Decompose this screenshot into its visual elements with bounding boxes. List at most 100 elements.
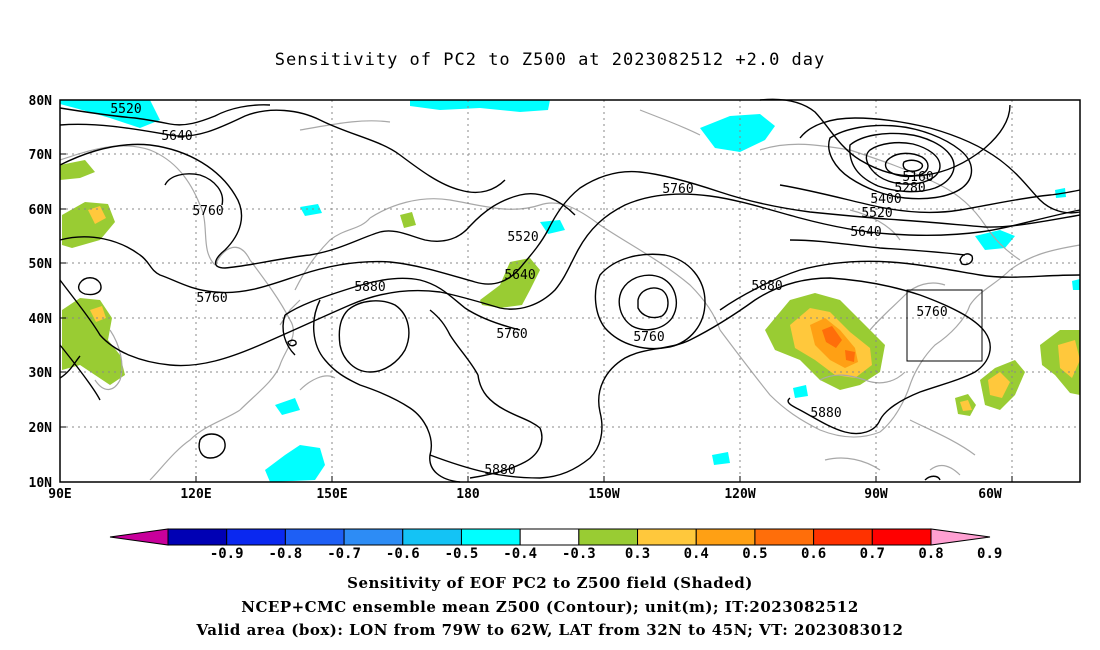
lon-label: 90E xyxy=(48,487,71,502)
lat-label: 60N xyxy=(29,203,53,218)
shade-negative xyxy=(300,204,322,216)
shade-positive xyxy=(88,206,106,224)
lat-label: 70N xyxy=(29,148,53,163)
lat-label: 30N xyxy=(29,366,53,381)
lat-label: 10N xyxy=(29,476,53,491)
colorbar-swatch xyxy=(226,528,286,546)
shade-negative xyxy=(265,445,325,482)
axis-ticks xyxy=(60,99,1013,483)
contour-label: 5880 xyxy=(810,406,841,421)
colorbar-swatch xyxy=(284,528,345,546)
contour-label-group: 5520 5640 5760 5760 5880 5760 5520 5640 … xyxy=(110,102,947,478)
contour-label: 5160 xyxy=(902,170,933,185)
footer-line-3: Valid area (box): LON from 79W to 62W, L… xyxy=(196,621,904,639)
shade-negative xyxy=(410,100,550,112)
shade-positive xyxy=(62,202,115,248)
colorbar-label: 0.7 xyxy=(860,546,885,562)
contour-label: 5640 xyxy=(161,129,192,144)
lon-label: 180 xyxy=(456,487,480,502)
colorbar-swatch xyxy=(871,528,932,546)
colorbar-swatch xyxy=(695,528,756,546)
colorbar-label: -0.5 xyxy=(445,546,479,562)
contour-label: 5760 xyxy=(196,291,227,306)
shade-positive xyxy=(822,326,842,348)
z500-contours xyxy=(59,98,1081,483)
contour-label: 5760 xyxy=(662,182,693,197)
shade-positive xyxy=(1058,340,1080,378)
contour-label: 5640 xyxy=(850,225,881,240)
lat-axis-labels: 80N 70N 60N 50N 40N 30N 20N 10N xyxy=(29,94,53,491)
colorbar-label: 0.8 xyxy=(918,546,943,562)
shade-positive xyxy=(845,350,855,362)
footer-line-1: Sensitivity of EOF PC2 to Z500 field (Sh… xyxy=(347,574,753,592)
lat-label: 40N xyxy=(29,312,53,327)
colorbar-swatch xyxy=(519,528,580,546)
map-title: Sensitivity of PC2 to Z500 at 2023082512… xyxy=(274,50,826,70)
shade-negative xyxy=(712,452,730,465)
colorbar-high-end xyxy=(930,528,991,546)
contour-label: 5520 xyxy=(507,230,538,245)
contour-label: 5520 xyxy=(110,102,141,117)
contour-label: 5280 xyxy=(894,181,925,196)
lon-label: 150E xyxy=(316,487,347,502)
lat-label: 80N xyxy=(29,94,53,109)
shade-negative xyxy=(1072,279,1080,290)
shade-positive xyxy=(400,212,416,228)
shade-positive xyxy=(60,160,95,180)
colorbar-swatch xyxy=(402,528,462,546)
colorbar-label: -0.7 xyxy=(327,546,361,562)
shade-positive xyxy=(960,400,972,411)
shade-negative xyxy=(60,100,160,128)
shade-negative xyxy=(975,230,1015,250)
contour-label: 5520 xyxy=(861,206,892,221)
shade-negative xyxy=(793,385,808,398)
contour-label: 5640 xyxy=(504,268,535,283)
lat-label: 20N xyxy=(29,421,53,436)
contour-label: 5880 xyxy=(751,279,782,294)
colorbar-label: 0.9 xyxy=(977,546,1002,562)
shade-negative xyxy=(700,114,775,152)
colorbar: -0.9 -0.8 -0.7 -0.6 -0.5 -0.4 -0.3 0.3 0.4 0.5 0.6… xyxy=(109,528,1002,562)
footer-line-2: NCEP+CMC ensemble mean Z500 (Contour); u… xyxy=(241,598,859,616)
shade-positive xyxy=(988,372,1010,398)
lat-label: 50N xyxy=(29,257,53,272)
shade-negative xyxy=(540,220,565,234)
contour-label: 5760 xyxy=(633,330,664,345)
colorbar-low-end xyxy=(109,528,169,546)
shade-negative xyxy=(275,398,300,415)
colorbar-swatch xyxy=(578,528,639,546)
colorbar-swatch xyxy=(813,528,873,546)
colorbar-swatch xyxy=(460,528,521,546)
contour-label: 5760 xyxy=(496,327,527,342)
colorbar-swatch xyxy=(343,528,404,546)
lon-label: 90W xyxy=(864,487,888,502)
colorbar-label: -0.8 xyxy=(269,546,303,562)
lon-axis-labels: 90E 120E 150E 180 150W 120W 90W 60W xyxy=(48,487,1002,502)
colorbar-label: -0.6 xyxy=(386,546,420,562)
colorbar-label: -0.3 xyxy=(562,546,596,562)
contour-label: 5760 xyxy=(916,305,947,320)
colorbar-label: 0.4 xyxy=(684,546,709,562)
colorbar-label: 0.3 xyxy=(625,546,650,562)
contour-label: 5880 xyxy=(354,280,385,295)
colorbar-swatch xyxy=(637,528,697,546)
contour-label: 5400 xyxy=(870,192,901,207)
lon-label: 120W xyxy=(724,487,755,502)
lon-label: 150W xyxy=(588,487,619,502)
colorbar-swatch xyxy=(167,528,228,546)
map-frame xyxy=(59,99,1081,483)
lon-label: 60W xyxy=(978,487,1002,502)
shade-positive xyxy=(480,258,540,308)
colorbar-label: -0.4 xyxy=(503,546,537,562)
lon-label: 120E xyxy=(180,487,211,502)
valid-area-box xyxy=(906,289,983,362)
contour-label: 5880 xyxy=(484,463,515,478)
grid-lines xyxy=(60,100,1080,482)
contour-label: 5760 xyxy=(192,204,223,219)
shade-positive xyxy=(62,298,125,385)
colorbar-label: 0.5 xyxy=(742,546,767,562)
colorbar-label: 0.6 xyxy=(801,546,826,562)
colorbar-label: -0.9 xyxy=(210,546,244,562)
colorbar-swatch xyxy=(754,528,815,546)
